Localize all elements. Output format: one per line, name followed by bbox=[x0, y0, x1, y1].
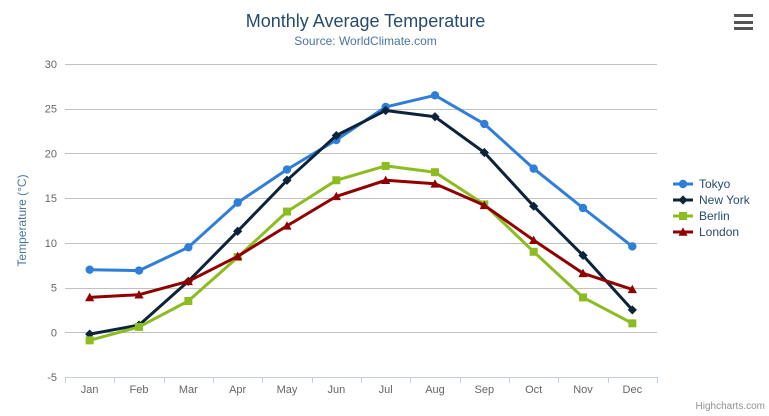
circle-series-icon bbox=[673, 179, 693, 189]
legend-label: London bbox=[699, 225, 740, 239]
data-point-tokyo-nov[interactable] bbox=[578, 203, 588, 213]
chart-subtitle: Source: WorldClimate.com bbox=[294, 34, 437, 48]
data-point-tokyo-jan[interactable] bbox=[85, 265, 94, 274]
data-point-berlin-may[interactable] bbox=[283, 207, 291, 216]
data-point-london-jan[interactable] bbox=[85, 292, 95, 302]
legend-item-berlin[interactable]: Berlin bbox=[673, 208, 750, 224]
data-point-new-york-jul[interactable] bbox=[381, 105, 391, 116]
series-line-new-york bbox=[88, 109, 634, 336]
data-point-new-york-apr[interactable] bbox=[233, 226, 243, 236]
data-point-berlin-oct[interactable] bbox=[529, 247, 538, 256]
x-category-label: Feb bbox=[130, 384, 149, 396]
triangle-series-icon bbox=[673, 227, 693, 236]
x-category-label: Apr bbox=[229, 384, 246, 396]
data-point-new-york-jun[interactable] bbox=[331, 130, 341, 141]
hamburger-icon bbox=[734, 14, 753, 17]
data-point-berlin-dec[interactable] bbox=[628, 319, 637, 328]
data-point-tokyo-sep[interactable] bbox=[480, 119, 489, 129]
y-tick-label: 15 bbox=[45, 193, 57, 205]
data-point-tokyo-may[interactable] bbox=[282, 165, 292, 174]
data-point-london-sep[interactable] bbox=[479, 200, 489, 210]
y-tick-label: -5 bbox=[47, 372, 57, 384]
x-category-label: Jul bbox=[379, 384, 393, 396]
data-point-new-york-dec[interactable] bbox=[627, 305, 637, 315]
data-point-berlin-jul[interactable] bbox=[381, 161, 390, 170]
chart-title: Monthly Average Temperature bbox=[245, 11, 486, 31]
y-tick-label: 25 bbox=[45, 104, 57, 116]
legend-label: Tokyo bbox=[699, 177, 731, 191]
y-tick-label: 20 bbox=[45, 148, 57, 160]
y-tick-label: 10 bbox=[45, 238, 57, 250]
data-point-berlin-mar[interactable] bbox=[184, 296, 193, 305]
data-point-tokyo-oct[interactable] bbox=[529, 164, 538, 173]
data-point-berlin-feb[interactable] bbox=[135, 322, 143, 331]
data-point-new-york-nov[interactable] bbox=[578, 250, 588, 260]
data-point-london-mar[interactable] bbox=[183, 276, 193, 286]
square-series-icon bbox=[673, 212, 693, 220]
data-point-london-dec[interactable] bbox=[627, 284, 637, 294]
legend-label: Berlin bbox=[699, 209, 730, 223]
x-category-label: Aug bbox=[425, 384, 445, 396]
y-tick-label: 30 bbox=[45, 59, 57, 71]
data-point-tokyo-feb[interactable] bbox=[134, 266, 144, 275]
y-axis-title: Temperature (°C) bbox=[15, 174, 29, 266]
data-point-berlin-jun[interactable] bbox=[332, 176, 341, 185]
x-category-label: May bbox=[277, 384, 298, 396]
data-point-london-nov[interactable] bbox=[578, 268, 588, 278]
data-point-tokyo-mar[interactable] bbox=[184, 243, 193, 252]
y-tick-label: 5 bbox=[51, 283, 57, 295]
legend-item-new-york[interactable]: New York bbox=[673, 192, 750, 208]
series-line-london bbox=[88, 178, 634, 299]
hamburger-icon bbox=[734, 20, 753, 24]
data-point-london-apr[interactable] bbox=[233, 251, 243, 261]
data-point-london-jun[interactable] bbox=[331, 191, 341, 201]
x-category-label: Dec bbox=[623, 384, 643, 396]
data-point-berlin-jan[interactable] bbox=[85, 336, 94, 345]
legend-item-tokyo[interactable]: Tokyo bbox=[673, 176, 750, 192]
legend: Tokyo New York Berlin London bbox=[673, 176, 750, 240]
y-tick-label: 0 bbox=[51, 327, 57, 339]
legend-item-london[interactable]: London bbox=[673, 224, 750, 240]
data-point-tokyo-apr[interactable] bbox=[233, 198, 242, 207]
data-point-new-york-oct[interactable] bbox=[529, 201, 539, 211]
data-point-tokyo-dec[interactable] bbox=[628, 242, 637, 251]
diamond-series-icon bbox=[673, 195, 693, 205]
data-point-london-feb[interactable] bbox=[134, 290, 144, 299]
data-point-new-york-sep[interactable] bbox=[479, 147, 489, 158]
data-point-new-york-may[interactable] bbox=[282, 175, 292, 185]
data-point-london-may[interactable] bbox=[282, 221, 292, 230]
data-point-berlin-aug[interactable] bbox=[431, 168, 439, 177]
x-category-label: Oct bbox=[525, 384, 542, 396]
x-category-label: Jan bbox=[81, 384, 99, 396]
hamburger-icon bbox=[734, 27, 753, 30]
data-point-london-oct[interactable] bbox=[529, 235, 539, 244]
data-point-london-aug[interactable] bbox=[430, 179, 440, 188]
x-category-label: Jun bbox=[327, 384, 345, 396]
x-category-label: Mar bbox=[179, 384, 198, 396]
data-point-new-york-aug[interactable] bbox=[430, 112, 440, 122]
export-menu-button[interactable] bbox=[734, 14, 754, 30]
x-category-label: Sep bbox=[475, 384, 495, 396]
data-point-berlin-nov[interactable] bbox=[579, 293, 587, 302]
data-point-london-jul[interactable] bbox=[381, 175, 391, 185]
legend-label: New York bbox=[699, 193, 750, 207]
credits-link[interactable]: Highcharts.com bbox=[695, 401, 765, 412]
x-category-label: Nov bbox=[573, 384, 593, 396]
data-point-tokyo-aug[interactable] bbox=[430, 91, 440, 100]
series-line-berlin bbox=[88, 164, 634, 342]
